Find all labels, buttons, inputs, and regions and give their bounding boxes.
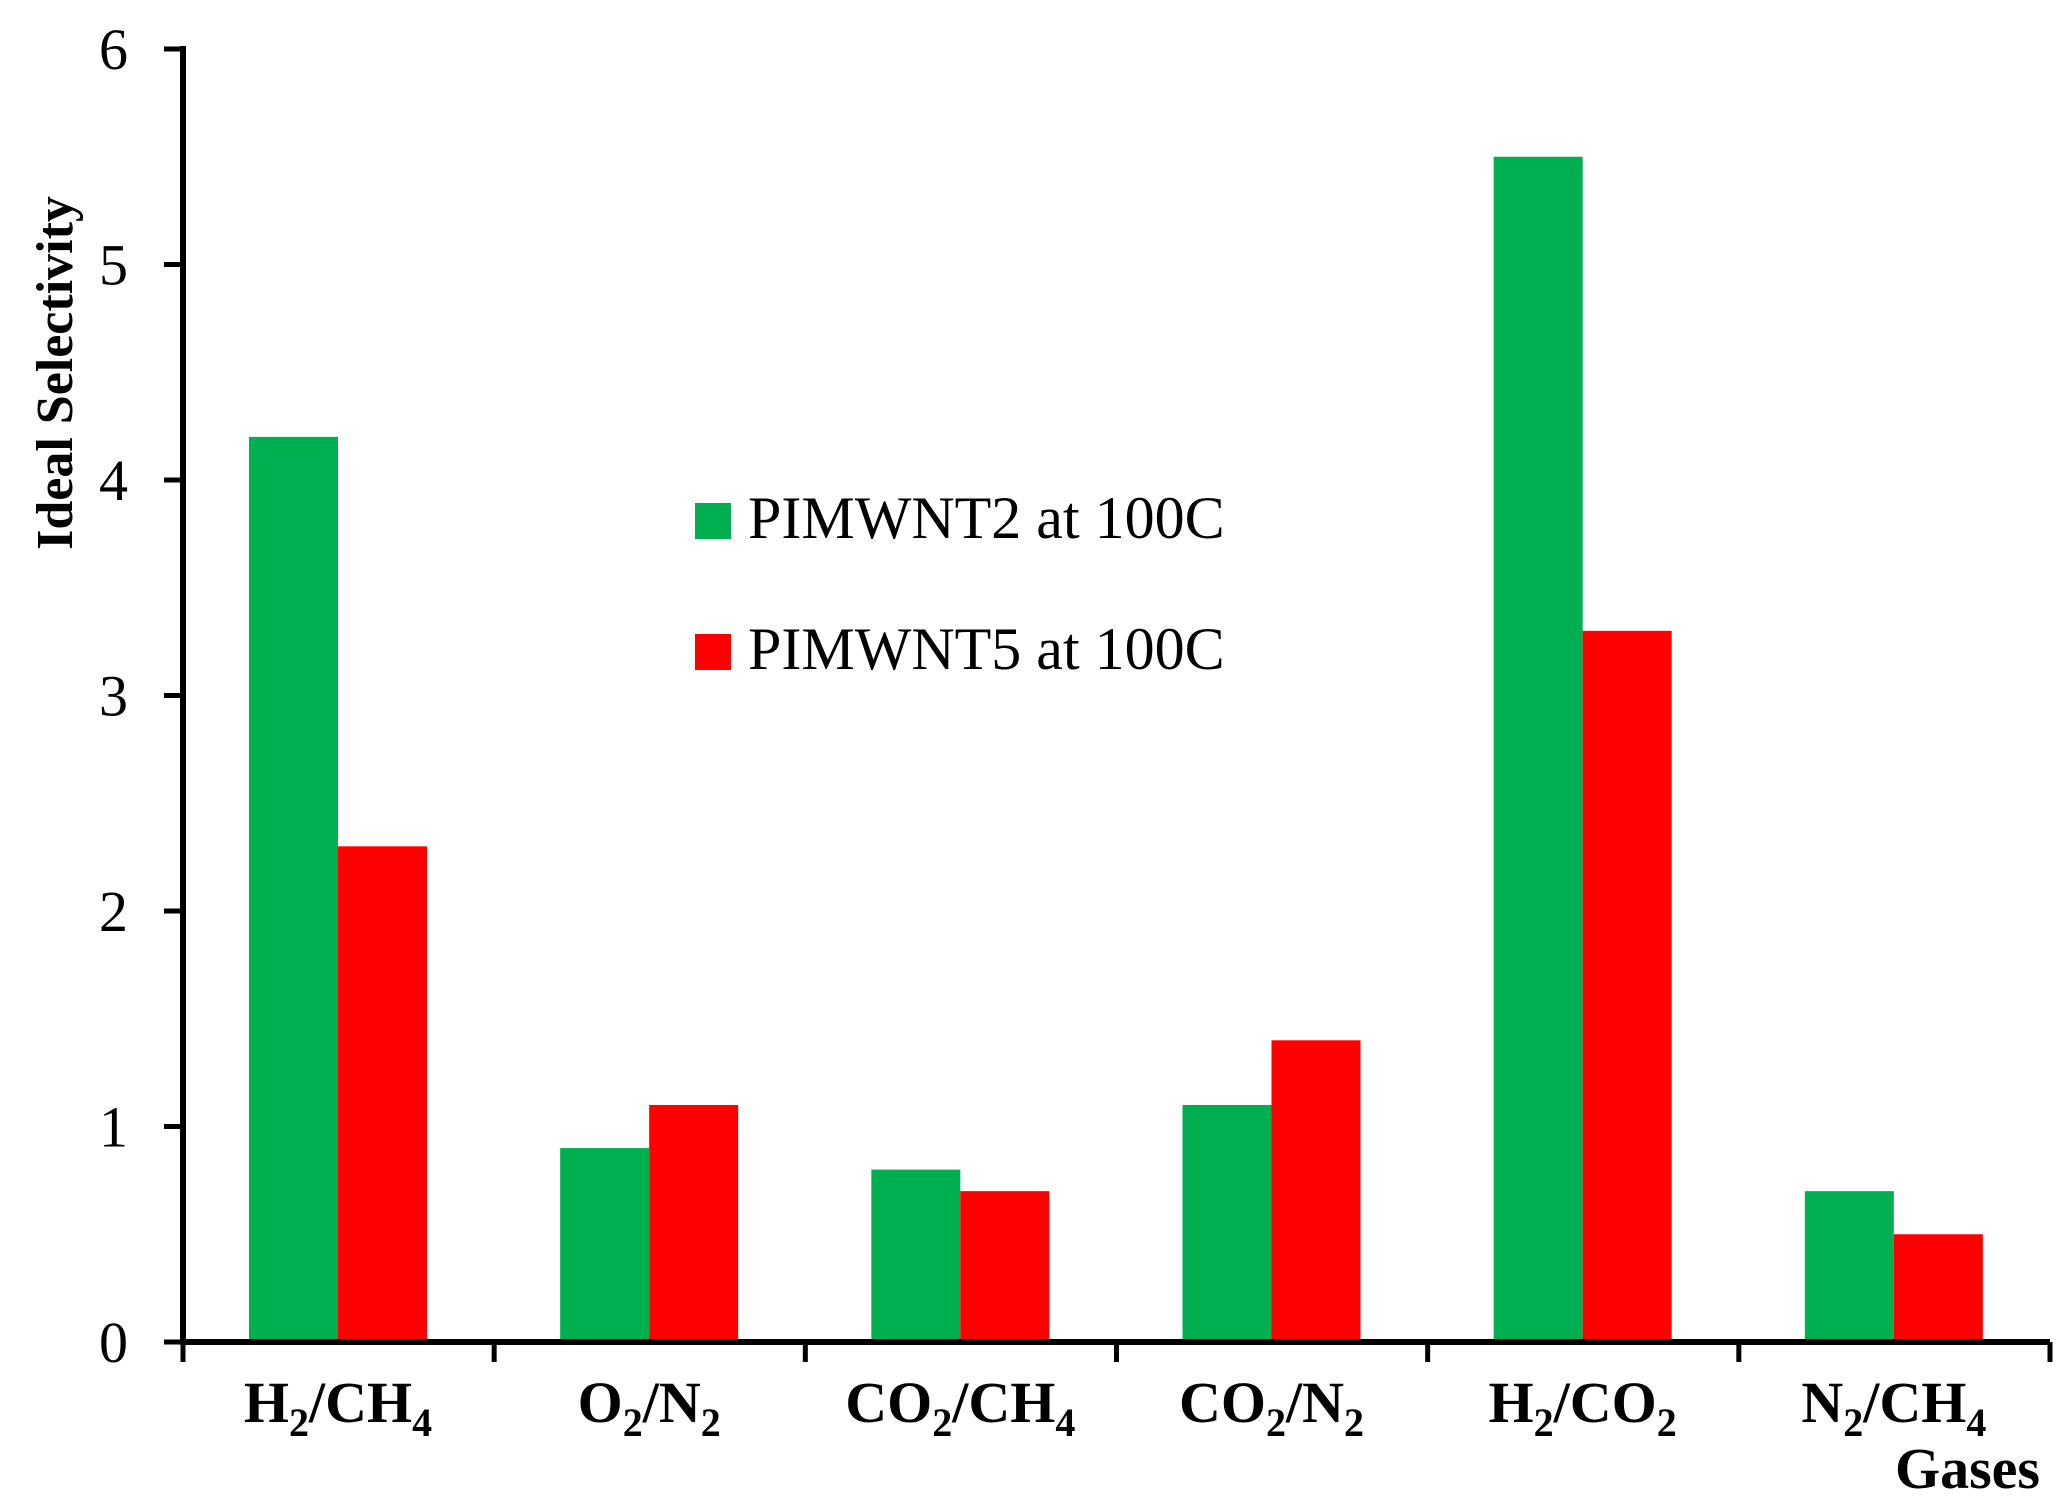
bar-2-3 bbox=[960, 1191, 1050, 1342]
bar-1-1 bbox=[249, 436, 338, 1342]
bar-1-4 bbox=[1182, 1104, 1272, 1342]
bar-2-4 bbox=[1271, 1040, 1361, 1342]
bar-1-2 bbox=[560, 1148, 650, 1342]
legend-swatch-2 bbox=[695, 634, 731, 670]
axes-group bbox=[180, 46, 2050, 1345]
legend-swatch-1 bbox=[695, 503, 731, 539]
x-axis-title: Gases bbox=[1895, 1436, 2040, 1501]
legend-label-1: PIMWNT2 at 100C bbox=[748, 485, 1225, 551]
bar-1-5 bbox=[1493, 156, 1583, 1342]
y-ticks-group: 0 1 2 3 4 5 6 bbox=[99, 17, 183, 1375]
bar-1-6 bbox=[1804, 1191, 1894, 1342]
bars-group bbox=[249, 156, 1983, 1342]
y-tick-label: 0 bbox=[99, 1310, 128, 1375]
y-tick-label: 6 bbox=[99, 17, 128, 82]
y-tick-label: 1 bbox=[99, 1095, 128, 1160]
bar-2-2 bbox=[649, 1104, 739, 1342]
legend: PIMWNT2 at 100C PIMWNT5 at 100C bbox=[695, 485, 1225, 682]
bar-2-5 bbox=[1582, 630, 1672, 1342]
y-tick-label: 3 bbox=[99, 664, 128, 729]
y-axis-title: Ideal Selectivity bbox=[27, 196, 84, 550]
x-ticks-group bbox=[180, 1342, 2053, 1362]
category-label: H2/CO2 bbox=[1489, 1370, 1677, 1445]
y-tick-label: 2 bbox=[99, 879, 128, 944]
category-labels-group: H2/CH4 O2/N2 CO2/CH4 CO2/N2 H2/CO2 N2/CH4 bbox=[244, 1370, 1986, 1445]
category-label: O2/N2 bbox=[578, 1370, 721, 1445]
y-tick-label: 4 bbox=[99, 448, 128, 513]
bar-2-6 bbox=[1893, 1234, 1983, 1342]
legend-label-2: PIMWNT5 at 100C bbox=[748, 616, 1225, 682]
bar-1-3 bbox=[871, 1169, 961, 1342]
category-label: CO2/CH4 bbox=[845, 1370, 1075, 1445]
y-tick-label: 5 bbox=[99, 233, 128, 298]
category-label: N2/CH4 bbox=[1801, 1370, 1986, 1445]
category-label: CO2/N2 bbox=[1179, 1370, 1364, 1445]
bar-2-1 bbox=[338, 846, 427, 1342]
category-label: H2/CH4 bbox=[244, 1370, 432, 1445]
